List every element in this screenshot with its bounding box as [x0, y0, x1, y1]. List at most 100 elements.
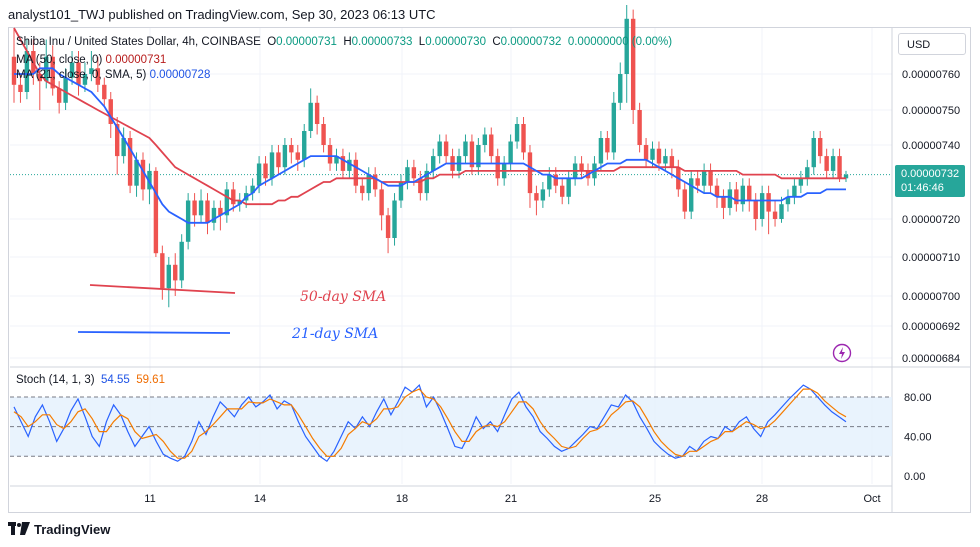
candle-body [289, 145, 294, 153]
high-value: 0.00000733 [351, 36, 413, 48]
candle-body [250, 185, 255, 194]
candle-body [811, 138, 816, 168]
candle-body [837, 156, 842, 179]
low-value: 0.00000730 [425, 36, 486, 48]
candle-body [314, 102, 320, 124]
candle-body [643, 145, 649, 160]
publisher-bar: analyst101_TWJ published on TradingView.… [0, 0, 980, 27]
candle-body [598, 138, 604, 164]
candle-body [392, 200, 397, 238]
stoch-tick-label: 40.00 [904, 432, 932, 444]
candle-body [527, 152, 533, 194]
candle-body [237, 200, 242, 205]
candle-body [256, 163, 262, 186]
ma50-label: MA (50, close, 0) [16, 54, 103, 66]
candle-body [179, 241, 184, 281]
candle-body [437, 141, 442, 157]
open-value: 0.00000731 [276, 36, 337, 48]
candle-body [69, 62, 75, 78]
candle-body [418, 178, 423, 194]
close-label: C [492, 36, 501, 48]
sma50-annotation-label: 50-day SMA [300, 289, 387, 305]
stoch-panel: 80.00 40.00 0.00 [10, 383, 932, 483]
candle-body [134, 159, 139, 186]
candle-body [211, 207, 217, 223]
time-tick-label: 28 [756, 493, 768, 505]
bar-countdown: 01:46:46 [901, 182, 944, 194]
candle-body [398, 182, 404, 201]
stoch-label: Stoch (14, 1, 3) [16, 374, 95, 386]
candle-body [431, 156, 436, 171]
ma21-value: 0.00000728 [149, 69, 211, 81]
candle-body [140, 159, 146, 190]
candle-body [747, 185, 752, 201]
candle-body [779, 204, 784, 219]
candle-body [231, 189, 236, 205]
candle-body [753, 200, 758, 219]
time-tick-label: 14 [254, 493, 266, 505]
tradingview-logo-icon [8, 522, 30, 535]
candle-body [347, 159, 352, 171]
candle-body [353, 159, 359, 186]
candle-body [82, 74, 88, 85]
time-tick-label: 11 [144, 493, 155, 505]
time-tick-label: 25 [649, 493, 661, 505]
candle-body [695, 178, 700, 186]
price-tick-label: 0.00000740 [902, 140, 960, 152]
candle-body [830, 156, 836, 171]
candle-body [127, 138, 133, 186]
candle-body [476, 145, 481, 168]
currency-button[interactable]: USD [898, 33, 966, 55]
current-price-value: 0.00000732 [901, 168, 960, 180]
candle-body [114, 124, 120, 157]
candle-body [798, 178, 804, 186]
candle-body [108, 99, 113, 124]
candle-body [759, 193, 765, 219]
candle-body [727, 189, 733, 208]
candle-body [76, 62, 81, 85]
ohlc-legend: Shiba Inu / United States Dollar, 4h, CO… [16, 36, 672, 48]
candle-body [566, 178, 571, 197]
candle-body [540, 189, 546, 201]
candle-body [514, 124, 520, 142]
candle-body [714, 185, 720, 197]
time-tick-label: 21 [505, 493, 517, 505]
candle-body [721, 196, 726, 208]
stoch-tick-label: 80.00 [904, 392, 932, 404]
candle-body [95, 68, 101, 85]
ma21-line [14, 67, 846, 224]
lightning-icon[interactable] [832, 343, 852, 363]
candle-body [263, 163, 268, 179]
price-tick-label: 0.00000692 [902, 321, 960, 333]
candle-body [766, 193, 771, 212]
candle-body [708, 170, 713, 186]
candle-body [295, 152, 300, 160]
candle-body [269, 152, 275, 179]
tradingview-brand: TradingView [34, 522, 111, 537]
candle-body [656, 148, 662, 164]
low-label: L [418, 36, 426, 48]
candle-body [469, 141, 475, 168]
candle-body [611, 102, 617, 153]
candle-body [56, 88, 62, 103]
candle-body [18, 84, 23, 92]
sma50-annotation-line [89, 284, 236, 294]
candle-body [50, 56, 55, 89]
candle-body [701, 170, 707, 186]
candle-body [302, 131, 307, 160]
ma50-value: 0.00000731 [105, 54, 167, 66]
candle-body [489, 134, 494, 157]
price-tick-label: 0.00000760 [902, 69, 960, 81]
price-tick-label: 0.00000750 [902, 105, 960, 117]
candle-body [553, 174, 558, 186]
stoch-tick-label: 0.00 [904, 471, 925, 483]
candle-body [153, 170, 159, 254]
candle-body [360, 185, 365, 194]
candle-body [63, 77, 68, 103]
candle-body [521, 124, 526, 153]
sma21-annotation-label: 21-day SMA [292, 326, 379, 342]
candle-body [385, 215, 391, 238]
candle-series [11, 5, 849, 308]
stoch-k-value: 54.55 [101, 374, 130, 386]
